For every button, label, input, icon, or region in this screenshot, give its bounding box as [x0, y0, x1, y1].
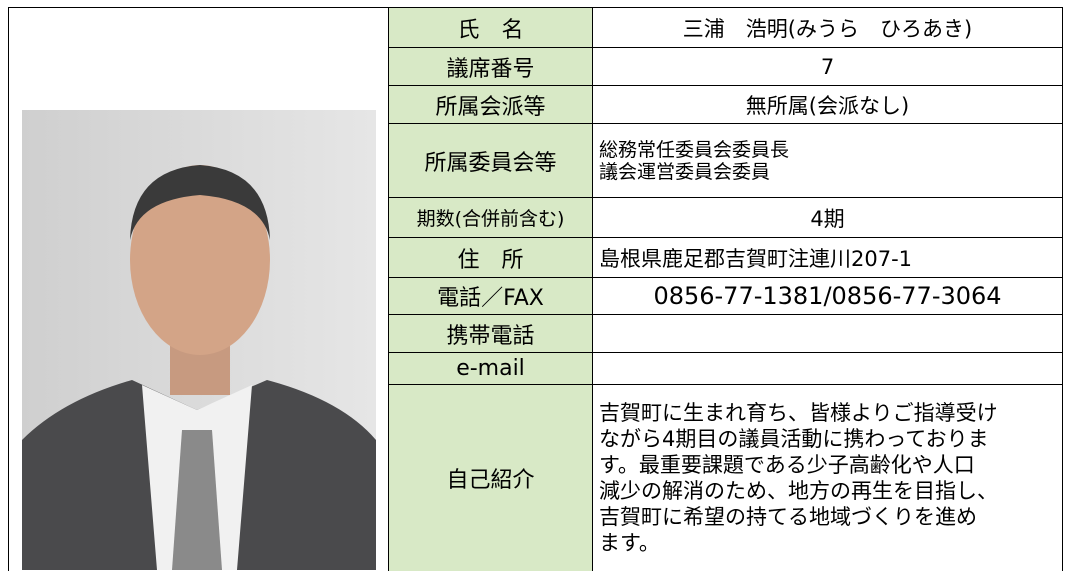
row-label: 議席番号 [388, 47, 593, 86]
row-value [592, 314, 1063, 353]
text-line: ます。 [599, 531, 660, 555]
text-line: 総務常任委員会委員長 [599, 138, 790, 161]
row-label: 所属会派等 [388, 85, 593, 124]
row-value: 0856-77-1381/0856-77-3064 [592, 277, 1063, 315]
row-label: 自己紹介 [388, 384, 593, 571]
text-line: す。最重要課題である少子高齢化や人口 [599, 453, 975, 477]
text-line: 吉賀町に生まれ育ち、皆様よりご指導受け [599, 401, 998, 425]
text-line: 減少の解消のため、地方の再生を目指し、 [599, 479, 998, 503]
row-value: 三浦 浩明(みうら ひろあき) [592, 7, 1063, 48]
row-label: 電話／FAX [388, 277, 593, 315]
row-value: 島根県鹿足郡吉賀町注連川207-1 [592, 237, 1063, 278]
portrait-photo [22, 110, 376, 570]
row-value: 7 [592, 47, 1063, 86]
text-line: 議会運営委員会委員 [599, 160, 771, 183]
row-value: 総務常任委員会委員長 議会運営委員会委員 [592, 123, 1063, 198]
text-line: ながら4期目の議員活動に携わっておりま [599, 427, 989, 451]
row-label: 期数(合併前含む) [388, 197, 593, 238]
row-label: 氏 名 [388, 7, 593, 48]
row-value [592, 352, 1063, 385]
row-value: 無所属(会派なし) [592, 85, 1063, 124]
photo-cell [8, 7, 389, 571]
text-line: 吉賀町に希望の持てる地域づくりを進め [599, 505, 977, 529]
row-value: 4期 [592, 197, 1063, 238]
row-value: 吉賀町に生まれ育ち、皆様よりご指導受け ながら4期目の議員活動に携わっておりま す。… [592, 384, 1063, 571]
row-label: e-mail [388, 352, 593, 385]
row-label: 住 所 [388, 237, 593, 278]
row-label: 携帯電話 [388, 314, 593, 353]
row-label: 所属委員会等 [388, 123, 593, 198]
